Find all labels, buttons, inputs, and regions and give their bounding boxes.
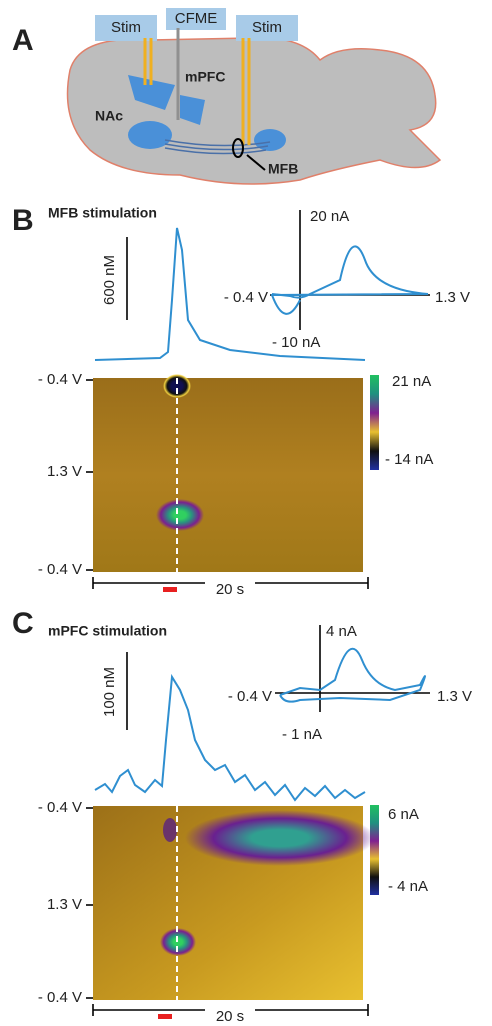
label-box [95, 15, 157, 41]
label: 1.3 V [437, 688, 472, 705]
label: - 10 nA [272, 334, 320, 351]
label: 20 s [216, 1008, 244, 1025]
label: - 0.4 V [38, 561, 82, 578]
spot [163, 818, 177, 842]
mfb-tract [164, 139, 271, 155]
label-bg [205, 580, 255, 598]
panel-title: MFB stimulation [48, 205, 157, 221]
panel-title: mPFC stimulation [48, 623, 167, 639]
label: Stim [111, 19, 141, 36]
scale-label: 100 nM [101, 667, 118, 717]
panel-label: C [12, 607, 34, 640]
spot [185, 810, 375, 866]
region [254, 129, 286, 151]
label: - 14 nA [385, 451, 433, 468]
label: NAc [95, 108, 123, 124]
label: mPFC [185, 69, 225, 85]
electrode-tip [232, 138, 244, 158]
brain [66, 36, 442, 185]
colorbar [370, 375, 379, 470]
trace [94, 227, 366, 361]
label: 20 nA [310, 208, 349, 225]
label: 1.3 V [47, 896, 82, 913]
label: - 0.4 V [38, 371, 82, 388]
region [128, 75, 175, 110]
stim-marker [163, 587, 177, 592]
colorbar [370, 805, 379, 895]
panel-label: A [12, 24, 34, 57]
spot [156, 499, 204, 531]
label: 4 nA [326, 623, 357, 640]
region [128, 121, 172, 149]
arrow [246, 154, 266, 171]
label-bg [205, 1008, 255, 1026]
spot [163, 374, 191, 398]
label: - 0.4 V [38, 989, 82, 1006]
color-plot [93, 378, 363, 572]
label: 1.3 V [435, 289, 470, 306]
label: 21 nA [392, 373, 431, 390]
label: - 1 nA [282, 726, 322, 743]
trace [94, 673, 366, 802]
panel-label: B [12, 204, 34, 237]
region [180, 95, 205, 125]
label: CFME [175, 10, 218, 27]
label: 6 nA [388, 806, 419, 823]
label: - 0.4 V [228, 688, 272, 705]
cv-trace [279, 647, 426, 703]
scale-label: 600 nM [101, 255, 118, 305]
label: 20 s [216, 581, 244, 598]
label: - 0.4 V [38, 799, 82, 816]
stim-marker [158, 1014, 172, 1019]
label: Stim [252, 19, 282, 36]
label: - 0.4 V [224, 289, 268, 306]
cv-trace [270, 245, 429, 315]
label: - 4 nA [388, 878, 428, 895]
label: MFB [268, 161, 298, 177]
label-box [166, 8, 226, 30]
label: 1.3 V [47, 463, 82, 480]
label-box [236, 15, 298, 41]
